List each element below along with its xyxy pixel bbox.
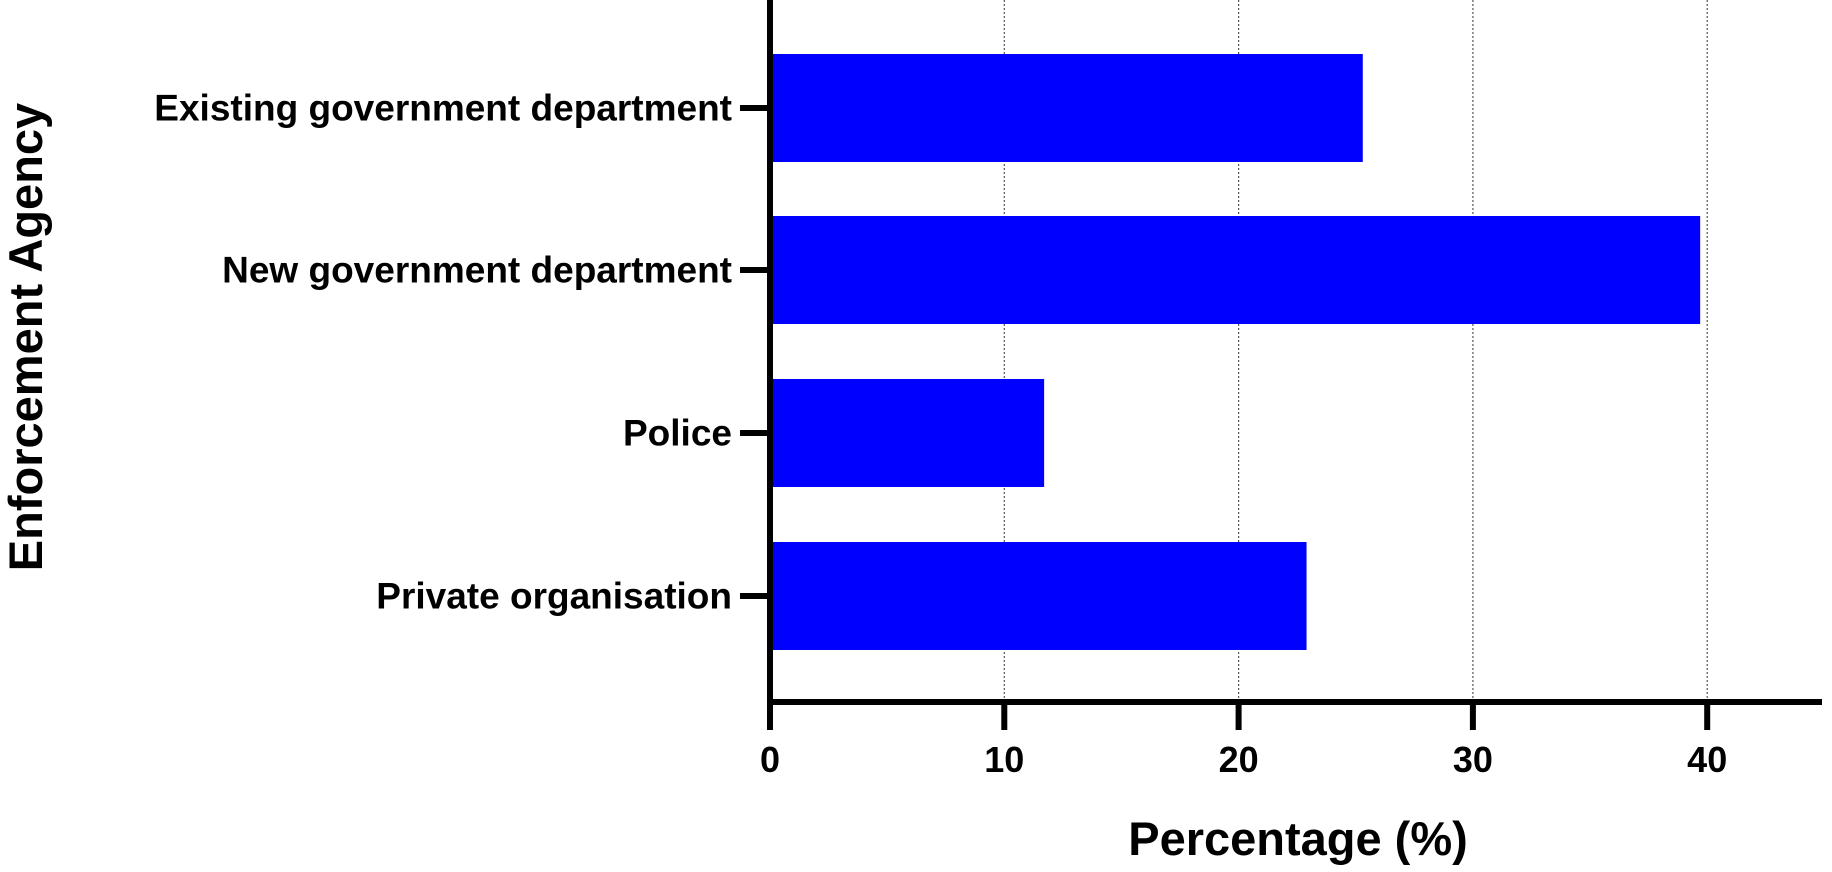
x-axis-title: Percentage (%) [1128,812,1468,865]
y-tick-label: Private organisation [376,576,732,617]
y-tick-label: Existing government department [154,88,732,129]
y-tick-label: Police [623,413,732,454]
x-tick-label: 0 [760,739,780,780]
bar [770,216,1701,324]
bar [770,54,1363,162]
y-ticks: Existing government department New govern… [154,88,770,617]
x-ticks: 0 10 20 30 40 [760,702,1727,780]
x-tick-label: 30 [1453,739,1493,780]
x-tick-label: 10 [984,739,1024,780]
bar [770,542,1307,650]
bar [770,379,1045,487]
y-tick-label: New government department [222,250,732,291]
bars [770,54,1701,650]
x-tick-label: 20 [1219,739,1259,780]
axes [767,0,1822,705]
x-tick-label: 40 [1687,739,1727,780]
y-axis-title: Enforcement Agency [0,103,52,571]
